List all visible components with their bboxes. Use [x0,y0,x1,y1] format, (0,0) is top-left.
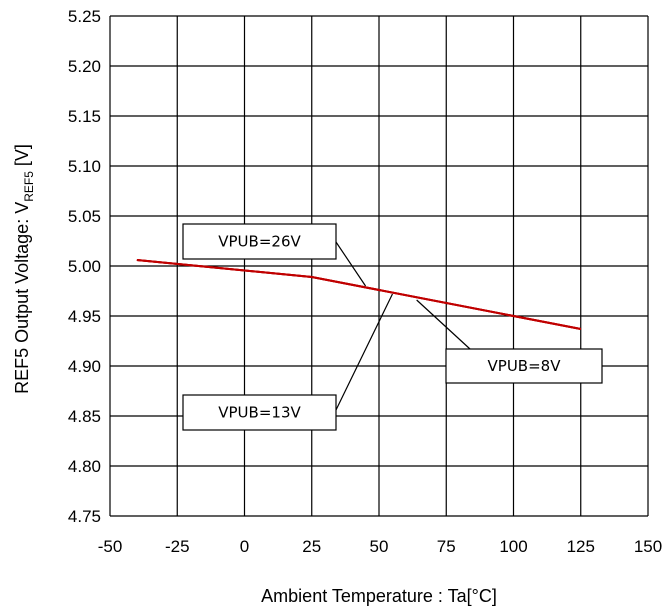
y-tick-label: 4.95 [68,307,101,326]
annotation-leader-line [416,299,471,350]
x-tick-label: 125 [567,537,595,556]
series-line [136,259,581,330]
x-axis-label: Ambient Temperature : Ta[°C] [261,586,497,606]
series-line [136,259,581,330]
y-tick-label: 4.85 [68,407,101,426]
y-axis-label-main: REF5 Output Voltage: V [12,202,32,394]
x-tick-label: 25 [302,537,321,556]
y-tick-label: 4.80 [68,457,101,476]
y-tick-label: 5.05 [68,207,101,226]
x-tick-label: 100 [499,537,527,556]
y-tick-label: 5.15 [68,107,101,126]
x-tick-label: 50 [370,537,389,556]
y-axis-label-unit: [V] [12,144,32,171]
x-tick-labels: -50 -25 0 25 50 75 100 125 150 [98,537,662,556]
series-lines [136,259,581,330]
x-tick-label: 0 [240,537,249,556]
y-tick-labels: 4.75 4.80 4.85 4.90 4.95 5.00 5.05 5.10 5.15 5.20… [68,7,101,526]
annotation-label: VPUB=8V [488,357,562,375]
y-tick-label: 5.20 [68,57,101,76]
annotation-box [445,348,603,384]
y-tick-label: 4.75 [68,507,101,526]
y-axis-label-subscript: REF5 [22,171,36,202]
y-tick-label: 5.00 [68,257,101,276]
series-line [136,259,581,330]
annotation-label: VPUB=26V [218,233,301,251]
x-tick-label: 75 [437,537,456,556]
annotation-leader-line [335,293,393,411]
x-tick-label: 150 [634,537,662,556]
annotation-box [182,394,337,431]
y-axis-label: REF5 Output Voltage: VREF5 [V] [12,144,36,394]
x-tick-label: -50 [98,537,123,556]
y-tick-label: 5.25 [68,7,101,26]
y-tick-label: 5.10 [68,157,101,176]
annotation-box [182,223,337,260]
annotation-label: VPUB=13V [218,404,301,422]
annotations: VPUB=26V VPUB=13V VPUB=8V [182,223,603,431]
y-tick-label: 4.90 [68,357,101,376]
x-tick-label: -25 [165,537,190,556]
annotation-leader-line [335,241,367,287]
